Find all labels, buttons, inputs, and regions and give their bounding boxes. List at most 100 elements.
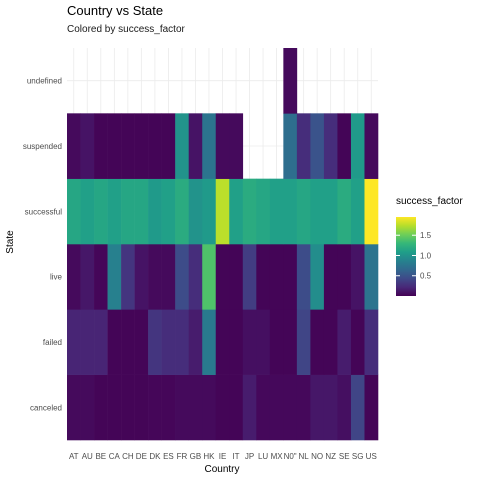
x-tick-label: JP	[245, 452, 254, 461]
heatmap-tile-ES-successful	[161, 178, 176, 245]
legend: success_factor 0.5 1.0 1.5	[396, 196, 463, 296]
heatmap-tile-US-live	[364, 244, 379, 310]
heatmap-tile-GB-failed	[188, 309, 203, 375]
heatmap-tile-AU-suspended	[80, 113, 95, 179]
heatmap-tile-US-suspended	[364, 113, 379, 179]
x-tick-label: NZ	[325, 452, 336, 461]
x-tick-label: DK	[149, 452, 161, 461]
heatmap-tile-GB-canceled	[188, 374, 203, 441]
heatmap-tile-GB-suspended	[188, 113, 203, 179]
heatmap-tile-SE-live	[337, 244, 352, 310]
heatmap-tile-HK-failed	[202, 309, 217, 375]
heatmap-tiles	[67, 48, 379, 441]
x-tick-label: GB	[190, 452, 202, 461]
heatmap-tile-CA-canceled	[107, 374, 122, 441]
y-axis-title: State	[5, 230, 16, 254]
x-tick-label: NO	[311, 452, 323, 461]
heatmap-tile-LU-live	[256, 244, 271, 310]
heatmap-tile-N0"-suspended	[283, 113, 298, 179]
heatmap-tile-FR-suspended	[175, 113, 189, 179]
heatmap-tile-CA-suspended	[107, 113, 122, 179]
heatmap-tile-HK-canceled	[202, 374, 217, 441]
heatmap-tile-IE-failed	[215, 309, 230, 375]
heatmap-tile-BE-successful	[94, 178, 108, 245]
heatmap-tile-LU-failed	[256, 309, 271, 375]
heatmap-tile-AT-suspended	[67, 113, 81, 179]
heatmap-tile-CA-live	[107, 244, 122, 310]
y-tick-label: canceled	[30, 403, 62, 412]
chart-title: Country vs State	[67, 3, 163, 18]
heatmap-tile-MX-successful	[269, 178, 284, 245]
heatmap-tile-FR-failed	[175, 309, 189, 375]
x-axis-ticks: AT AU BE CA CH DE DK ES FR GB HK IE IT JP LU MX N0" NL NO N…	[69, 452, 377, 461]
heatmap-tile-IT-live	[229, 244, 244, 310]
heatmap-tile-DE-successful	[134, 178, 149, 245]
heatmap-tile-DK-suspended	[148, 113, 162, 179]
x-tick-label: BE	[95, 452, 106, 461]
heatmap-tile-US-canceled	[364, 374, 379, 441]
heatmap-tile-CH-canceled	[121, 374, 135, 441]
heatmap-tile-NZ-successful	[323, 178, 338, 245]
heatmap-tile-DK-successful	[148, 178, 162, 245]
heatmap-tile-IT-successful	[229, 178, 244, 245]
heatmap-tile-SE-successful	[337, 178, 352, 245]
heatmap-tile-AU-live	[80, 244, 95, 310]
y-tick-label: failed	[43, 338, 62, 347]
heatmap-tile-AT-failed	[67, 309, 81, 375]
heatmap-tile-DK-canceled	[148, 374, 162, 441]
heatmap-tile-BE-canceled	[94, 374, 108, 441]
heatmap-tile-N0"-undefined	[283, 48, 298, 114]
heatmap-tile-DK-live	[148, 244, 162, 310]
heatmap-tile-DE-suspended	[134, 113, 149, 179]
heatmap-tile-HK-live	[202, 244, 217, 310]
heatmap-tile-JP-successful	[242, 178, 257, 245]
heatmap-tile-NZ-canceled	[323, 374, 338, 441]
heatmap-tile-NZ-suspended	[323, 113, 338, 179]
heatmap-tile-IT-canceled	[229, 374, 244, 441]
legend-tick-label: 1.0	[420, 251, 432, 260]
x-tick-label: LU	[258, 452, 268, 461]
y-axis-ticks: canceled failed live successful suspended und…	[23, 77, 63, 413]
legend-title: success_factor	[396, 196, 463, 207]
heatmap-tile-N0"-canceled	[283, 374, 298, 441]
heatmap-tile-N0"-successful	[283, 178, 298, 245]
heatmap-tile-DK-failed	[148, 309, 162, 375]
x-tick-label: MX	[271, 452, 284, 461]
heatmap-tile-BE-failed	[94, 309, 108, 375]
heatmap-tile-CH-live	[121, 244, 135, 310]
y-tick-label: suspended	[23, 142, 62, 151]
heatmap-tile-DE-canceled	[134, 374, 149, 441]
heatmap-tile-ES-live	[161, 244, 176, 310]
heatmap-tile-IE-successful	[215, 178, 230, 245]
x-tick-label: IT	[232, 452, 239, 461]
x-tick-label: AT	[69, 452, 79, 461]
y-tick-label: successful	[25, 207, 63, 216]
heatmap-tile-US-successful	[364, 178, 379, 245]
legend-tick-label: 0.5	[420, 272, 432, 281]
heatmap-tile-AT-live	[67, 244, 81, 310]
y-tick-label: live	[50, 273, 63, 282]
heatmap-tile-NO-live	[310, 244, 325, 310]
heatmap-tile-BE-suspended	[94, 113, 108, 179]
heatmap-tile-NO-failed	[310, 309, 325, 375]
heatmap-tile-N0"-failed	[283, 309, 298, 375]
heatmap-tile-ES-suspended	[161, 113, 176, 179]
heatmap-tile-SE-suspended	[337, 113, 352, 179]
x-tick-label: DE	[136, 452, 147, 461]
heatmap-tile-HK-successful	[202, 178, 217, 245]
heatmap-tile-NZ-failed	[323, 309, 338, 375]
x-tick-label: HK	[203, 452, 215, 461]
heatmap-tile-ES-canceled	[161, 374, 176, 441]
heatmap-tile-N0"-live	[283, 244, 298, 310]
chart-subtitle: Colored by success_factor	[67, 24, 186, 35]
heatmap-tile-LU-canceled	[256, 374, 271, 441]
x-tick-label: SE	[339, 452, 350, 461]
heatmap-tile-IE-suspended	[215, 113, 230, 179]
heatmap-tile-SE-failed	[337, 309, 352, 375]
y-tick-label: undefined	[27, 77, 62, 86]
heatmap-tile-NL-failed	[296, 309, 311, 375]
heatmap-tile-GB-successful	[188, 178, 203, 245]
heatmap-tile-FR-live	[175, 244, 189, 310]
heatmap-tile-CH-failed	[121, 309, 135, 375]
